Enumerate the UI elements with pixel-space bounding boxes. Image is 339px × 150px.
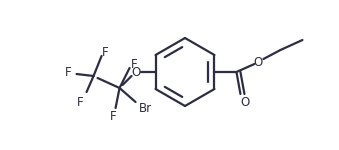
Text: F: F [65, 66, 72, 80]
Text: O: O [254, 56, 263, 69]
Text: F: F [131, 58, 138, 72]
Text: F: F [77, 96, 84, 108]
Text: O: O [131, 66, 140, 78]
Text: F: F [110, 110, 117, 123]
Text: Br: Br [139, 102, 152, 116]
Text: O: O [241, 96, 250, 108]
Text: F: F [102, 45, 109, 58]
